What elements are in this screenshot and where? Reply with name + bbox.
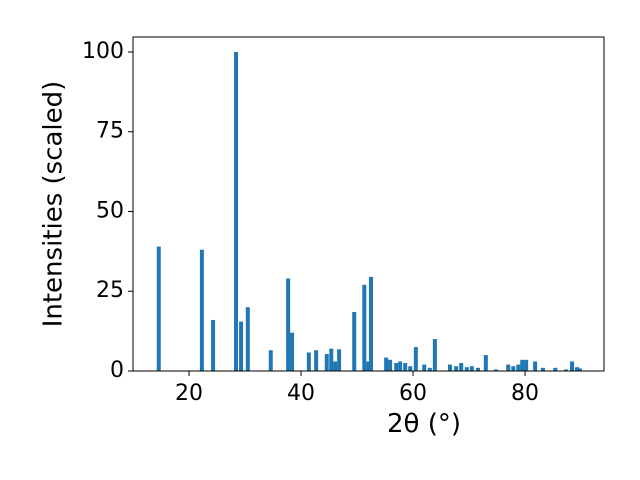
bar [475, 367, 480, 371]
bar [290, 332, 295, 371]
bar [286, 278, 291, 371]
bar [459, 363, 464, 371]
bar [524, 359, 529, 371]
bar [384, 357, 389, 371]
bar [156, 246, 161, 371]
bar [333, 361, 338, 371]
bar [413, 347, 418, 371]
bar [352, 311, 357, 371]
bar [563, 369, 568, 371]
bar [306, 352, 311, 371]
bar [506, 364, 511, 371]
y-tick-label: 25 [96, 278, 124, 303]
bar [511, 366, 516, 371]
bar [427, 367, 432, 371]
x-tick-label: 20 [175, 381, 203, 406]
x-axis-label: 2θ (°) [387, 409, 461, 439]
bar [388, 359, 393, 371]
bar [337, 349, 342, 371]
bar [570, 361, 575, 371]
bar [493, 369, 498, 371]
bar [362, 284, 367, 371]
bar [422, 364, 427, 371]
bar [314, 350, 319, 371]
bar [245, 307, 250, 371]
plot-frame [132, 36, 605, 372]
y-tick-label: 100 [82, 39, 124, 64]
bar [520, 359, 525, 371]
bar [211, 319, 216, 371]
bar [268, 350, 273, 371]
bar [516, 364, 521, 371]
bar [454, 366, 459, 371]
bar [239, 321, 244, 371]
bar [398, 361, 403, 371]
x-tick-label: 60 [399, 381, 427, 406]
bar [199, 249, 204, 371]
bar [234, 51, 239, 371]
bar [403, 363, 408, 371]
bar [553, 367, 558, 371]
bar [533, 361, 538, 371]
x-tick-label: 80 [511, 381, 539, 406]
bar [366, 361, 371, 371]
y-tick-label: 50 [96, 198, 124, 223]
y-tick-label: 0 [110, 358, 124, 383]
bar [447, 364, 452, 371]
bar [464, 367, 469, 371]
bar [432, 339, 437, 371]
bar [369, 276, 374, 371]
bar [329, 348, 334, 371]
bar [577, 368, 582, 371]
x-tick-label: 40 [287, 381, 315, 406]
bar [575, 367, 580, 371]
bar [394, 363, 399, 371]
y-tick-label: 75 [96, 119, 124, 144]
bar [408, 366, 413, 371]
y-axis-label: Intensities (scaled) [39, 81, 69, 328]
bar [324, 354, 329, 371]
bar [483, 355, 488, 371]
bar [469, 366, 474, 371]
bar [540, 367, 545, 371]
